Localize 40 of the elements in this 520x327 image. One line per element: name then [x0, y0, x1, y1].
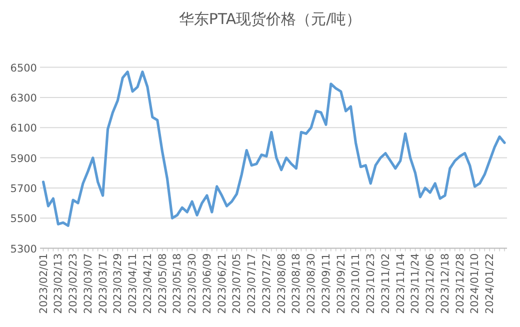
x-tick-label: 2023/12/18	[439, 253, 452, 314]
x-tick-label: 2023/11/02	[380, 253, 392, 314]
x-tick-label: 2023/12/28	[454, 253, 466, 314]
x-tick-label: 2023/10/11	[350, 253, 362, 314]
x-tick-label: 2023/08/08	[276, 253, 288, 314]
y-tick-label: 6500	[10, 62, 37, 74]
x-tick-label: 2023/05/30	[186, 253, 199, 314]
chart-title: 华东PTA现货价格（元/吨）	[178, 10, 362, 28]
x-tick-label: 2023/03/07	[82, 253, 94, 314]
y-tick-label: 5700	[10, 182, 37, 195]
x-tick-label: 2023/04/11	[127, 253, 140, 314]
x-tick-label: 2023/09/11	[320, 253, 332, 314]
x-tick-label: 2024/01/10	[469, 253, 482, 314]
y-tick-label: 6300	[10, 92, 37, 104]
x-tick-label: 2023/03/29	[112, 253, 124, 314]
y-tick-label: 5500	[10, 213, 37, 226]
x-tick-label: 2023/09/21	[335, 253, 348, 314]
y-tick-label: 5900	[10, 152, 37, 165]
x-tick-label: 2023/02/13	[52, 253, 65, 314]
x-tick-label: 2023/07/05	[231, 253, 244, 314]
x-tick-label: 2023/04/21	[142, 253, 154, 314]
x-tick-label: 2023/08/18	[290, 253, 303, 314]
x-tick-label: 2023/06/21	[216, 253, 228, 314]
x-tick-label: 2023/02/23	[68, 253, 80, 314]
x-tick-label: 2023/11/24	[410, 252, 422, 314]
x-tick-label: 2023/05/08	[156, 253, 169, 314]
x-tick-label: 2023/02/01	[38, 253, 50, 314]
x-tick-label: 2023/10/23	[365, 253, 378, 314]
x-tick-label: 2023/11/14	[394, 252, 407, 314]
x-tick-label: 2023/12/06	[424, 252, 437, 314]
x-tick-label: 2023/06/09	[201, 253, 214, 314]
line-series	[42, 70, 506, 227]
y-tick-label: 5300	[10, 243, 37, 256]
x-tick-label: 2023/05/18	[172, 253, 184, 314]
x-tick-label: 2023/07/27	[260, 253, 273, 314]
x-tick-label: 2024/01/22	[484, 253, 496, 314]
y-tick-label: 6100	[10, 122, 37, 135]
x-tick-label: 2023/03/17	[97, 253, 110, 314]
x-tick-label: 2023/08/30	[306, 253, 318, 314]
x-tick-label: 2023/07/17	[246, 253, 258, 314]
